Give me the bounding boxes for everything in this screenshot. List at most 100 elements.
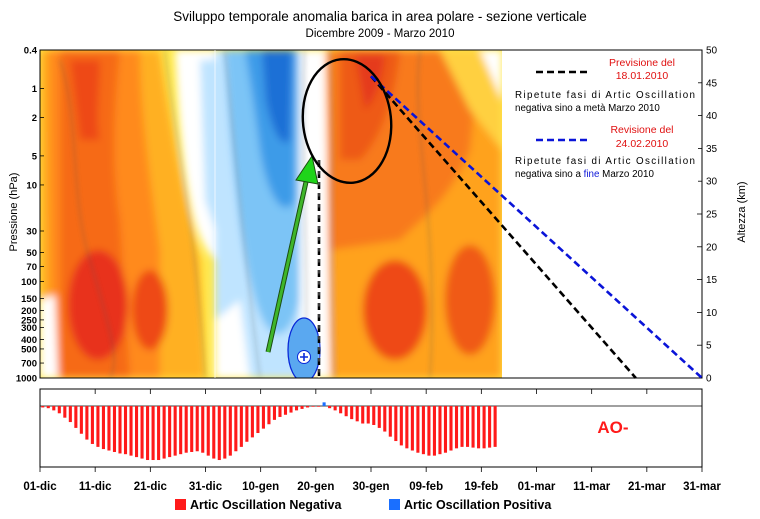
y-axis-label-right: Altezza (km) <box>736 181 748 242</box>
ao-bar <box>333 406 337 411</box>
ao-bar <box>449 406 453 451</box>
ao-index-bars <box>41 402 497 461</box>
ao-bar <box>162 406 166 459</box>
ao-bar <box>256 406 260 434</box>
date-tick-label: 01-mar <box>518 481 556 493</box>
ao-bar <box>123 406 128 455</box>
ao-bar <box>488 406 492 448</box>
forecast-1-title-line1: Previsione del <box>609 57 675 69</box>
highlight-ellipse <box>301 57 393 185</box>
ao-bar <box>79 406 83 434</box>
ao-bar <box>493 406 497 447</box>
forecast-1-projection <box>370 75 637 379</box>
forecast-annotations: Previsione del 18.01.2010 Ripetute fasi … <box>512 52 698 182</box>
forecast-1-note-line2: negativa sino a metà Marzo 2010 <box>515 103 660 114</box>
date-tick-label: 31-mar <box>683 481 721 493</box>
ao-bar <box>438 406 442 455</box>
pressure-tick-label: 100 <box>21 277 37 288</box>
ao-bar <box>366 406 370 424</box>
ao-bar <box>74 406 78 428</box>
ao-bar <box>217 406 221 461</box>
y-axis-label-left: Pressione (hPa) <box>8 173 20 252</box>
pressure-tick-label: 70 <box>26 262 37 273</box>
ao-bar <box>306 406 310 408</box>
ao-bar <box>471 406 475 448</box>
pressure-tick-label: 250 <box>21 315 37 326</box>
ao-bar <box>289 406 293 413</box>
ao-bar <box>300 406 304 409</box>
ao-bar <box>322 402 326 406</box>
ao-bar <box>190 406 194 452</box>
ao-bar <box>234 406 238 452</box>
ao-bar <box>388 406 392 437</box>
ao-bar <box>372 406 376 425</box>
height-tick-label: 45 <box>706 78 718 89</box>
ao-bar <box>311 406 315 407</box>
height-tick-label: 30 <box>706 177 718 188</box>
ao-bar <box>339 406 343 414</box>
ao-bar <box>427 406 431 456</box>
ao-index-panel <box>39 388 703 468</box>
ao-bar <box>63 406 67 418</box>
legend-label-negative: Artic Oscillation Negativa <box>190 498 342 512</box>
ao-bar <box>239 406 243 447</box>
ao-bar <box>212 406 216 459</box>
height-tick-label: 5 <box>706 341 712 352</box>
date-tick-label: 30-gen <box>352 481 389 493</box>
ao-bar <box>272 406 277 420</box>
ao-bar <box>57 406 61 414</box>
ao-bar <box>201 406 205 453</box>
ao-bar <box>184 406 188 453</box>
ao-bar <box>328 406 332 409</box>
pressure-tick-label: 2 <box>32 113 37 124</box>
ao-bar <box>96 406 100 447</box>
ao-bar <box>173 406 177 456</box>
date-tick-label: 01-dic <box>23 481 57 493</box>
ao-bar <box>283 406 288 415</box>
legend-swatch-negative <box>175 499 186 510</box>
height-tick-label: 15 <box>706 275 718 286</box>
ao-negative-label: AO- <box>597 418 628 437</box>
ao-bar <box>344 406 348 417</box>
forecast-2-note-fine: fine <box>584 169 600 180</box>
ao-bar <box>432 406 436 456</box>
ao-bar <box>443 406 448 453</box>
ao-bar <box>140 406 144 459</box>
ao-bar <box>454 406 459 449</box>
pressure-tick-label: 10 <box>26 180 37 191</box>
ao-bar <box>90 406 94 444</box>
ao-bar <box>350 406 354 420</box>
ao-bar <box>294 406 299 411</box>
ao-bar <box>355 406 359 422</box>
pressure-tick-label: 0.4 <box>24 46 38 57</box>
ao-bar <box>482 406 486 449</box>
ao-bar <box>134 406 139 458</box>
forecast-1-title-line2: 18.01.2010 <box>616 70 669 82</box>
height-tick-label: 35 <box>706 144 718 155</box>
pressure-tick-label: 5 <box>32 151 38 162</box>
ao-bar <box>383 406 387 432</box>
pressure-tick-label: 150 <box>21 294 37 305</box>
height-tick-label: 40 <box>706 111 718 122</box>
pressure-tick-label: 50 <box>26 248 37 259</box>
height-tick-labels: 0 5 10 15 20 25 30 35 40 45 50 <box>697 46 718 385</box>
date-tick-label: 11-mar <box>573 481 611 493</box>
pressure-tick-label: 500 <box>21 344 37 355</box>
date-tick-label: 31-dic <box>189 481 223 493</box>
ao-bar <box>179 406 183 455</box>
ao-bar <box>118 406 122 454</box>
legend: Artic Oscillation Negativa Artic Oscilla… <box>175 498 552 512</box>
ao-bar <box>107 406 111 451</box>
pressure-tick-label: 200 <box>21 306 37 317</box>
height-tick-label: 10 <box>706 308 718 319</box>
ao-date-gridticks <box>39 389 703 472</box>
forecast-2-note-a: negativa sino a <box>515 169 584 180</box>
ao-bar <box>410 406 414 451</box>
ao-bar <box>68 406 72 423</box>
chart-subtitle: Dicembre 2009 - Marzo 2010 <box>306 28 455 40</box>
pressure-tick-label: 1000 <box>16 374 37 385</box>
date-tick-label: 21-mar <box>628 481 666 493</box>
date-tick-label: 09-feb <box>409 481 443 493</box>
date-tick-label: 11-dic <box>79 481 112 493</box>
ao-bar <box>399 406 403 446</box>
